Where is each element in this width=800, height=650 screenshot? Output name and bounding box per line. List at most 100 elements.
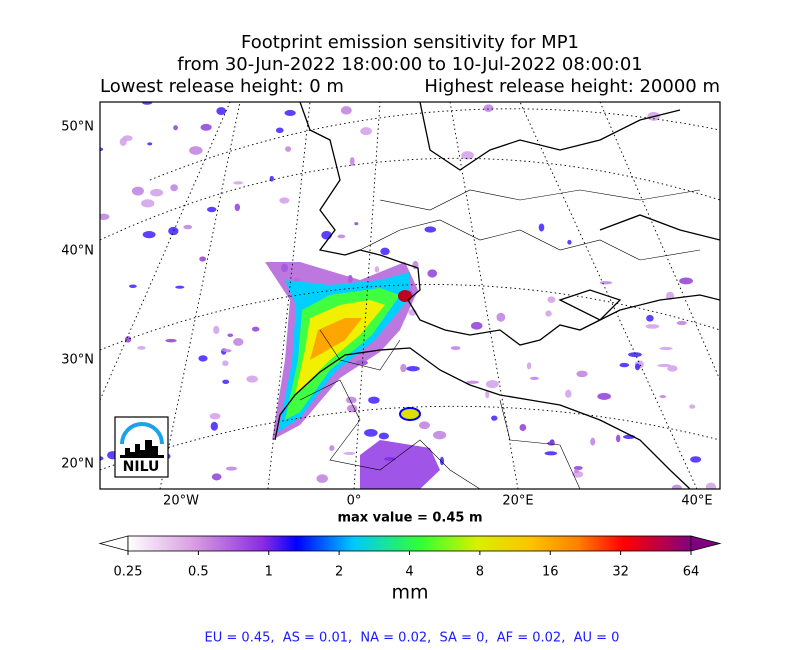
subtitle: from 30-Jun-2022 18:00:00 to 10-Jul-2022…	[177, 54, 643, 75]
sensitivity-speck	[211, 473, 222, 481]
sensitivity-speck	[142, 231, 156, 239]
sensitivity-speck	[343, 451, 356, 456]
sensitivity-speck	[137, 345, 146, 350]
sensitivity-speck	[125, 336, 132, 343]
sensitivity-speck	[364, 428, 378, 437]
sensitivity-speck	[234, 203, 241, 212]
sensitivity-speck	[590, 437, 596, 446]
sensitivity-speck	[100, 213, 110, 220]
sensitivity-speck	[329, 445, 335, 452]
colorbar-unit: mm	[391, 582, 428, 604]
sensitivity-speck	[285, 146, 292, 152]
colorbar-tick-label: 64	[683, 565, 700, 580]
max-value: max value = 0.45 m	[337, 511, 482, 526]
colorbar: 0.25 0.5 1 2 4 8 16 32 64	[98, 535, 722, 580]
colorbar-tick-label: 0.25	[114, 565, 143, 580]
sensitivity-speck	[679, 277, 693, 285]
lat-label: 50°N	[61, 120, 94, 135]
sensitivity-speck	[544, 451, 558, 456]
sensitivity-speck	[173, 125, 178, 131]
sensitivity-speck	[645, 324, 660, 329]
footer-summary: EU = 0.45, AS = 0.01, NA = 0.02, SA = 0,…	[205, 631, 620, 646]
sensitivity-speck	[269, 175, 274, 182]
colorbar-tick-label: 32	[612, 565, 629, 580]
lat-label: 40°N	[61, 244, 94, 259]
sensitivity-speck	[485, 390, 490, 399]
borders	[299, 189, 701, 489]
map	[100, 102, 720, 489]
sensitivity-speck	[400, 363, 407, 373]
sensitivity-speck	[483, 104, 494, 112]
sensitivity-speck	[519, 423, 527, 432]
sensitivity-speck	[676, 320, 687, 326]
sensitivity-speck	[200, 123, 212, 131]
sensitivity-speck	[466, 380, 480, 384]
sensitivity-speck	[368, 396, 380, 404]
sensitivity-speck	[216, 107, 227, 115]
colorbar-tick-label: 0.5	[188, 565, 209, 580]
sensitivity-speck	[573, 465, 583, 471]
sensitivity-speck	[374, 266, 380, 273]
sensitivity-speck	[346, 404, 358, 413]
sensitivity-speck	[619, 362, 630, 368]
sensitivity-speck	[597, 392, 611, 400]
sensitivity-speck	[659, 395, 667, 399]
sensitivity-speck	[165, 338, 177, 343]
sensitivity-speck	[354, 222, 359, 226]
sensitivity-speck	[406, 365, 420, 372]
sensitivity-speck	[491, 415, 498, 421]
sensitivity-speck	[574, 469, 579, 474]
sensitivity-speck	[576, 370, 588, 378]
sensitivity-speck	[547, 441, 556, 446]
coastlines	[274, 102, 720, 489]
lowest-height: Lowest release height: 0 m	[100, 76, 344, 97]
lon-label: 20°W	[163, 494, 199, 509]
sensitivity-speck	[667, 365, 678, 372]
sensitivity-speck	[349, 156, 355, 166]
sensitivity-speck	[529, 376, 539, 380]
sensitivity-speck	[246, 375, 258, 383]
sensitivity-speck	[450, 346, 461, 351]
sensitivity-speck	[189, 146, 203, 155]
sensitivity-speck	[119, 137, 127, 147]
sensitivity-speck	[689, 404, 696, 409]
sensitivity-speck	[461, 151, 475, 160]
sensitivity-speck	[424, 226, 437, 233]
sensitivity-speck	[634, 363, 641, 371]
title: Footprint emission sensitivity for MP1	[241, 32, 579, 53]
sensitivity-speck	[599, 281, 613, 285]
colorbar-tick-label: 1	[265, 565, 273, 580]
sensitivity-speck	[168, 226, 179, 236]
sensitivity-speck	[251, 326, 260, 332]
sensitivity-speck	[380, 247, 390, 256]
sensitivity-speck	[337, 234, 346, 239]
lon-label: 20°E	[502, 494, 533, 509]
map-frame	[99, 101, 721, 490]
sensitivity-speck	[129, 284, 137, 289]
sensitivity-speck	[565, 389, 572, 398]
sensitivity-speck	[340, 106, 352, 115]
sensitivity-speck	[141, 199, 155, 208]
sensitivity-speck	[615, 434, 621, 443]
sensitivity-speck	[198, 355, 208, 362]
sensitivity-speck	[427, 269, 438, 278]
sensitivity-speck	[470, 321, 483, 330]
lat-label: 30°N	[61, 353, 94, 368]
sensitivity-speck	[175, 285, 185, 289]
sensitivity-speck	[284, 109, 296, 117]
sensitivity-speck	[659, 346, 673, 351]
sensitivity-speck	[147, 142, 153, 146]
sensitivity-speck	[183, 224, 193, 230]
sensitivity-speck	[705, 482, 717, 489]
sensitivity-speck	[360, 127, 372, 136]
sensitivity-speck	[210, 421, 218, 431]
sensitivity-speck	[150, 188, 164, 197]
colorbar-tick-label: 16	[542, 565, 559, 580]
sensitivity-speck	[275, 127, 284, 134]
sensitivity-speck	[433, 430, 447, 440]
sensitivity-speck	[206, 206, 217, 213]
sensitivity-speck	[222, 360, 229, 367]
sensitivity-speck	[279, 197, 290, 204]
logo-text: NILU	[123, 459, 160, 475]
